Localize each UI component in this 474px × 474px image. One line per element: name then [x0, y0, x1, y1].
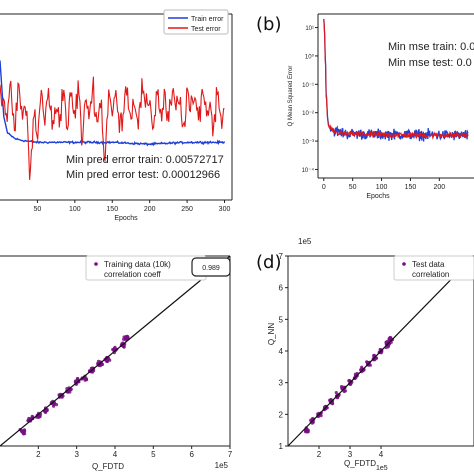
panel-c-xtick-label: 2	[36, 450, 41, 459]
panel-c-xtick-label: 3	[74, 450, 79, 459]
panel-b-ytick-label: 10⁻⁴	[302, 167, 315, 174]
panel-d-ytick-label: 2	[279, 410, 284, 419]
panel-d-xtick-label: 2	[317, 450, 322, 459]
panel-d-point	[304, 430, 308, 434]
panel-c-point	[122, 344, 126, 348]
min-train-annotation: Min pred error train: 0.00572717	[66, 154, 224, 166]
panel-d-diagonal-line	[287, 255, 474, 447]
panel-a-xtick-label: 50	[34, 206, 42, 213]
panel-b-xtick-label: 100	[376, 184, 388, 191]
legend-label: Test data	[412, 260, 445, 269]
panel-d-ytick-label: 4	[279, 347, 284, 356]
legend-swatch	[402, 262, 406, 266]
legend-label: Training data (10k)	[104, 260, 171, 269]
panel-d-point	[334, 391, 338, 395]
panel-a: 50 100 150 200 250 300 Epochs Train error Test e…	[0, 9, 233, 222]
legend-label: Train error	[191, 16, 224, 23]
panel-b-ytick-label: 10⁻²	[302, 111, 314, 117]
panel-d-ytick-label: 5	[279, 315, 284, 324]
panel-c-point	[75, 377, 80, 381]
panel-c-point	[44, 409, 48, 413]
panel-c: 2 3 4 5 6 7 1e5 Q_FDTD Training data (10k)correl…	[0, 255, 233, 471]
panel-c-point	[26, 419, 30, 423]
panel-d-label: (d)	[256, 252, 281, 273]
train-mse-line	[323, 18, 469, 142]
panel-c-point	[21, 430, 25, 435]
panel-b-ylabel: Q Mean Squared Error	[288, 66, 294, 127]
panel-b-ytick-label: 10¹	[305, 26, 314, 32]
panel-c-xtick-label: 7	[228, 450, 233, 459]
panel-b-xtick-label: 200	[433, 184, 445, 191]
min-mse-train-annotation: Min mse train: 0.0	[388, 41, 474, 53]
panel-c-point	[122, 335, 126, 339]
correlation-box	[191, 257, 231, 277]
panel-d-point	[372, 353, 376, 357]
panel-a-xtick-label: 250	[181, 206, 193, 213]
panel-d-y-offset: 1e5	[298, 237, 312, 246]
panel-b-label: (b)	[256, 14, 281, 35]
panel-a-xlabel: Epochs	[114, 215, 138, 222]
panel-d-xlabel: Q_FDTD	[344, 459, 376, 468]
panel-b-ytick-label: 10⁰	[305, 53, 315, 60]
panel-b: 10⁻⁴ 10⁻³ 10⁻² 10⁻¹ 10⁰ 10¹ 0 50 100 150 200 Epochs…	[256, 13, 474, 200]
legend-swatch	[94, 262, 98, 266]
correlation-value: 0.989	[202, 265, 220, 272]
panel-c-diagonal-line	[0, 255, 231, 447]
panel-b-xtick-label: 0	[322, 184, 326, 191]
panel-b-xtick-label: 50	[349, 184, 357, 191]
panel-a-xtick-label: 200	[144, 206, 156, 213]
test-mse-line	[323, 18, 469, 140]
panel-a-xtick-label: 100	[69, 206, 81, 213]
panel-c-xtick-label: 5	[151, 450, 156, 459]
train-error-line	[0, 60, 226, 147]
panel-d-points	[304, 335, 395, 434]
panel-c-point	[124, 338, 128, 342]
panel-c-xtick-label: 4	[113, 450, 118, 459]
panel-d-ytick-label: 1	[279, 442, 284, 451]
panel-a-xtick-label: 300	[219, 206, 231, 213]
panel-d-ytick-label: 6	[279, 284, 284, 293]
panel-d-point	[347, 379, 351, 383]
panel-d-ytick-label: 7	[279, 252, 284, 261]
panel-b-xlabel: Epochs	[366, 193, 390, 200]
legend-frame	[393, 255, 474, 281]
min-test-annotation: Min pred error test: 0.00012966	[66, 169, 220, 181]
panel-d-xtick-label: 3	[348, 450, 353, 459]
panel-d-ytick-label: 3	[279, 379, 284, 388]
min-mse-test-annotation: Min mse test: 0.0	[388, 57, 472, 69]
panel-b-ytick-label: 10⁻³	[302, 140, 314, 146]
panel-b-xtick-label: 150	[405, 184, 417, 191]
panel-c-xlabel: Q_FDTD	[92, 462, 124, 471]
legend-label: correlation	[412, 270, 449, 279]
panel-c-xtick-label: 6	[189, 450, 194, 459]
legend-label: correlation coeff	[104, 270, 162, 279]
panel-c-point	[54, 403, 59, 407]
panel-c-legend: Training data (10k)correlation coeff 0.98…	[85, 255, 231, 281]
panel-c-point	[113, 345, 117, 349]
panel-d-point	[360, 365, 364, 369]
panel-a-legend: Train error Test error	[163, 9, 229, 35]
panel-c-point	[52, 403, 56, 407]
panel-d-x-offset: 1e5	[376, 465, 388, 472]
legend-label: Test error	[191, 26, 221, 33]
panel-d-ylabel: Q_NN	[267, 323, 276, 345]
panel-d-xtick-label: 4	[379, 450, 384, 459]
panel-c-x-offset: 1e5	[215, 461, 229, 470]
test-error-line	[0, 76, 225, 180]
panel-b-ytick-label: 10⁻¹	[302, 83, 314, 89]
panel-c-point	[83, 378, 87, 382]
panel-a-xtick-label: 150	[106, 206, 118, 213]
